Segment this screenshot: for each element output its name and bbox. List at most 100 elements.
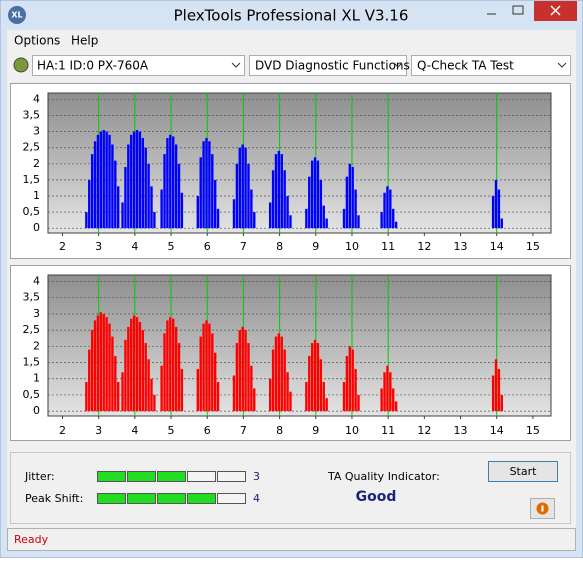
bar [497,369,501,412]
bar [141,138,145,229]
bar [132,131,136,229]
bar [394,401,398,412]
bar [289,215,292,229]
bar [313,339,317,412]
start-button[interactable]: Start [488,461,558,482]
bar [205,320,208,412]
bar [322,205,325,229]
info-button[interactable] [530,498,555,519]
y-tick-label: 0 [33,221,40,234]
quality-label: TA Quality Indicator: [327,470,440,483]
x-tick-label: 5 [168,240,175,253]
bar [124,339,127,412]
bar [166,138,169,229]
bar [305,381,308,412]
drive-select-text: HA:1 ID:0 PX-760A [37,59,149,73]
bar [268,202,272,229]
bar [166,320,169,412]
bar [271,349,275,412]
jitter-value: 3 [253,470,260,483]
bar [345,356,349,412]
bar [99,131,103,229]
x-tick-label: 2 [59,424,66,437]
x-tick-label: 9 [312,424,319,437]
bar [232,199,236,229]
bar [127,326,130,412]
menu-item[interactable]: Help [71,34,98,48]
bar [85,381,88,412]
bar [250,365,253,412]
status-bar [7,528,576,551]
bar [280,336,283,412]
bar [150,186,153,229]
bar [93,141,97,229]
level-box [157,493,186,504]
bar [232,375,236,412]
test-select-text: Q-Check TA Test [417,59,514,73]
x-tick-label: 11 [381,424,395,437]
x-tick-label: 6 [204,424,211,437]
close-button[interactable] [534,1,577,21]
bar [108,323,111,412]
bar [99,312,103,412]
bar [500,394,503,412]
y-tick-label: 3,5 [23,109,41,122]
test-select[interactable]: Q-Check TA Test [411,55,571,76]
bar [277,333,281,412]
minimize-button[interactable] [478,1,505,21]
bar [213,179,217,229]
bar [138,131,142,229]
x-tick-label: 6 [204,240,211,253]
bar [250,189,253,229]
bar [208,323,211,412]
bar [274,336,278,412]
y-tick-label: 2 [33,157,40,170]
bar [169,134,172,229]
bar [342,381,346,412]
y-tick-label: 3 [33,125,40,138]
x-tick-label: 3 [95,424,102,437]
bar [274,154,278,229]
bar [138,322,142,412]
bar [216,381,220,412]
bar [392,208,395,229]
x-tick-label: 12 [417,424,431,437]
maximize-button[interactable] [505,1,532,21]
bar [150,378,153,412]
bar [380,212,383,229]
bar [389,372,392,412]
bar [380,388,383,412]
chart: 0 0,5 1 1,5 2 2,5 3 3,5 4 2 3 4 5 6 7 8 9 10 11 12 13 14 15 [23,92,552,253]
drive-select[interactable]: HA:1 ID:0 PX-760A [32,55,245,76]
bar [253,212,256,229]
bar [144,343,147,412]
bar [271,170,275,229]
level-box [157,471,186,482]
menu-item[interactable]: Options [14,34,60,48]
bar [247,343,250,412]
bar [163,333,166,412]
level-box [97,493,126,504]
bar [354,189,357,229]
bar [345,176,349,229]
bar [289,391,292,412]
x-tick-label: 4 [131,240,138,253]
bar [316,160,320,229]
level-boxes [97,493,246,504]
bar [144,147,147,229]
y-tick-label: 1 [33,372,40,385]
bar [241,144,244,229]
function-select[interactable]: DVD Diagnostic Functions [249,55,410,76]
bar [244,330,247,412]
bar [325,398,328,412]
app-icon [8,6,26,24]
bar [121,202,124,229]
x-tick-label: 8 [276,424,283,437]
y-tick-label: 2,5 [23,323,41,336]
bar [286,372,289,412]
bar [348,346,351,412]
x-tick-label: 11 [381,240,395,253]
x-tick-label: 9 [312,240,319,253]
bar [124,167,127,229]
